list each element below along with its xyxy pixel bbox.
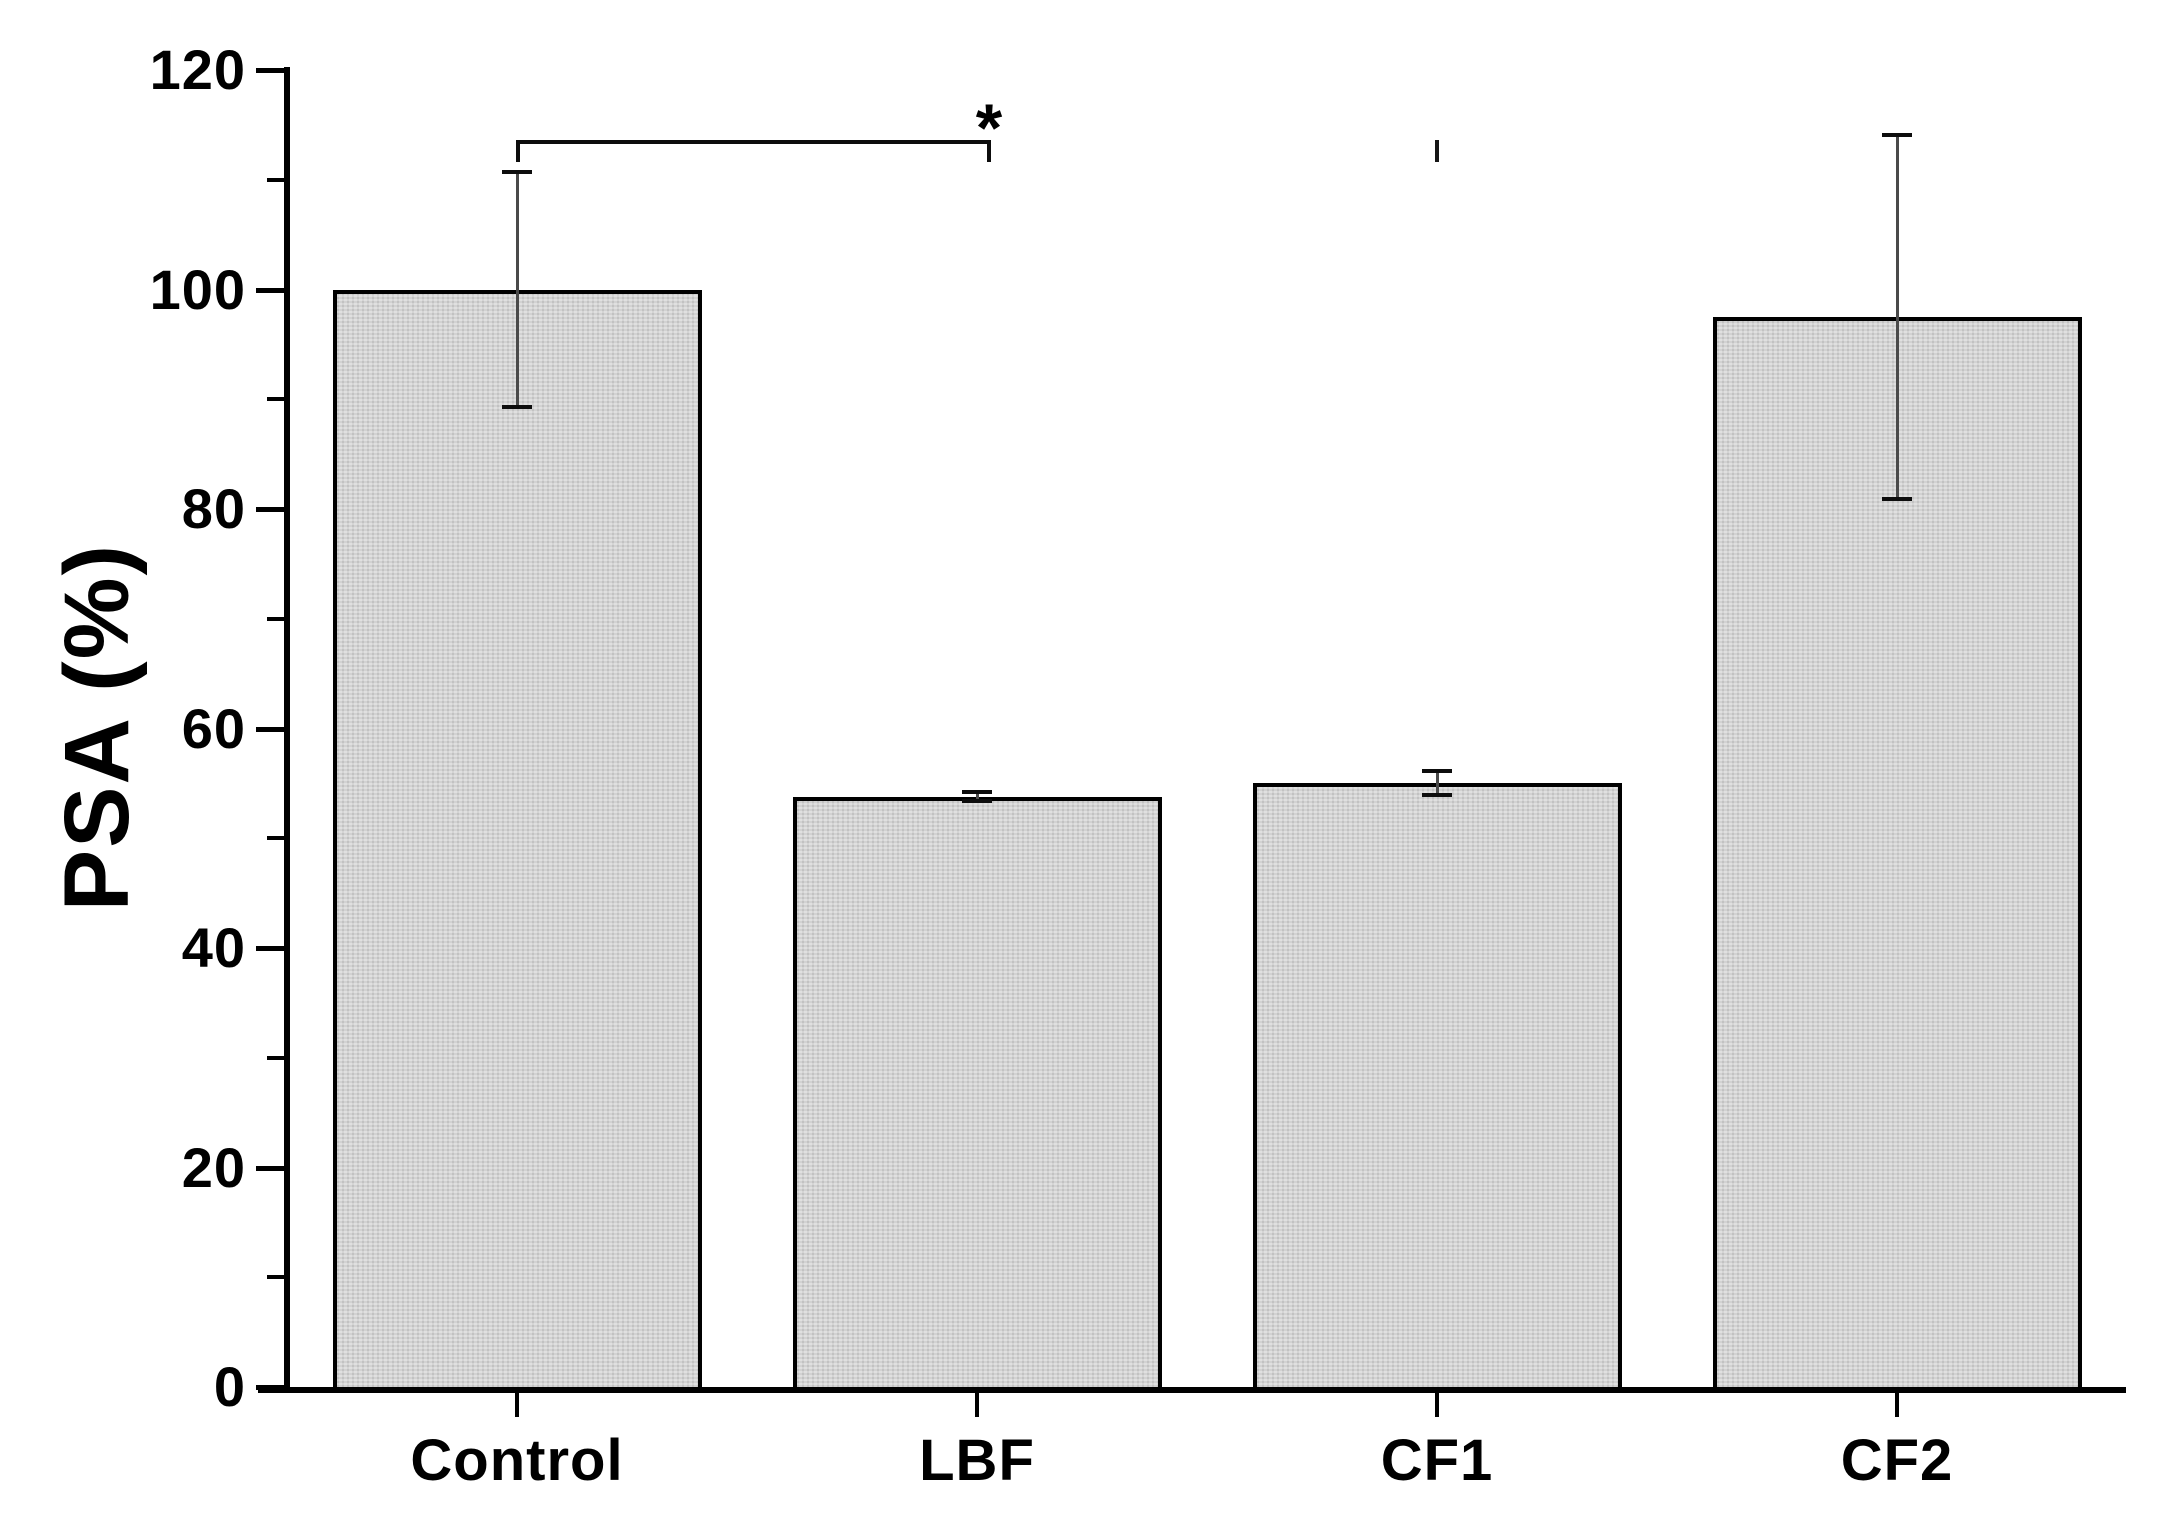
- y-major-tick: [256, 726, 284, 732]
- error-bar-cap-top: [1422, 769, 1452, 774]
- y-major-tick: [256, 68, 284, 73]
- error-bar-cap-top: [962, 789, 992, 794]
- x-tick-label-control: Control: [410, 1428, 624, 1493]
- x-tick-control: [515, 1393, 519, 1417]
- error-bar-line: [1435, 773, 1439, 794]
- y-tick-label: 40: [181, 916, 246, 979]
- bar-lbf: [792, 796, 1162, 1393]
- bar-control: [332, 289, 702, 1393]
- x-tick-label-lbf: LBF: [919, 1428, 1035, 1493]
- error-bar-line: [975, 793, 979, 800]
- y-axis-line: [284, 67, 290, 1393]
- y-major-tick: [256, 1385, 284, 1390]
- error-bar-cap-bottom: [1882, 497, 1912, 502]
- y-tick-label: 120: [149, 38, 246, 101]
- x-tick-lbf: [975, 1393, 979, 1417]
- error-bar-cap-top: [502, 170, 532, 175]
- x-tick-label-cf1: CF1: [1380, 1428, 1494, 1493]
- y-tick-label: 80: [181, 477, 246, 540]
- error-bar-line: [515, 174, 519, 405]
- bar-cf1: [1252, 783, 1622, 1393]
- y-tick-label: 60: [181, 696, 246, 760]
- y-major-tick: [256, 946, 284, 951]
- error-bar-line: [1895, 136, 1899, 498]
- y-minor-tick: [267, 177, 284, 182]
- x-tick-label-cf2: CF2: [1840, 1428, 1954, 1493]
- significance-asterisk: *: [975, 90, 1003, 167]
- y-minor-tick: [267, 1275, 284, 1280]
- y-minor-tick: [267, 836, 284, 841]
- y-minor-tick: [267, 397, 284, 402]
- error-bar-cap-bottom: [1422, 793, 1452, 798]
- error-bar-cap-bottom: [962, 799, 992, 804]
- y-minor-tick: [267, 1055, 284, 1060]
- y-tick-label: 100: [149, 257, 246, 321]
- significance-bracket-horizontal: [516, 140, 991, 145]
- bar-cf2: [1712, 316, 2082, 1393]
- significance-bracket-right-drop: [987, 140, 991, 163]
- significance-bracket-left-drop: [516, 140, 520, 163]
- y-tick-label: 0: [213, 1355, 246, 1418]
- y-tick-label: 20: [181, 1135, 246, 1199]
- y-major-tick: [256, 507, 284, 512]
- y-major-tick: [256, 1165, 284, 1171]
- x-tick-cf2: [1895, 1393, 1899, 1417]
- stray-tick-mark: [1435, 140, 1439, 163]
- y-major-tick: [256, 287, 284, 293]
- y-minor-tick: [267, 616, 284, 621]
- error-bar-cap-top: [1882, 132, 1912, 137]
- error-bar-cap-bottom: [502, 404, 532, 409]
- x-tick-cf1: [1435, 1393, 1439, 1417]
- x-axis-line: [258, 1387, 2126, 1393]
